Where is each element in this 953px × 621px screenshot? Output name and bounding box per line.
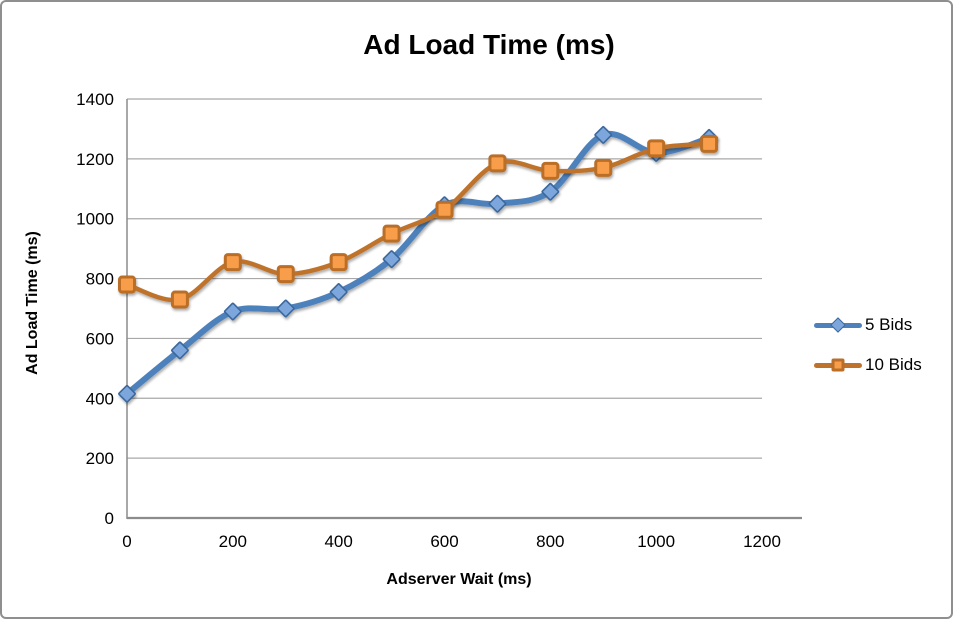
data-point-marker: [541, 182, 560, 201]
legend-label: 10 Bids: [865, 355, 922, 374]
data-point-marker: [276, 299, 295, 318]
x-tick-label: 800: [536, 532, 564, 551]
y-tick-label: 800: [86, 270, 114, 289]
x-tick-label: 1200: [743, 532, 781, 551]
y-tick-label: 1400: [76, 90, 114, 109]
x-tick-label: 400: [324, 532, 352, 551]
data-point-marker: [435, 200, 454, 219]
data-point-marker: [276, 265, 295, 284]
data-point-marker: [118, 275, 136, 294]
y-tick-label: 0: [105, 509, 114, 528]
x-tick-label: 1000: [637, 532, 675, 551]
legend-label: 5 Bids: [865, 315, 913, 334]
y-tick-label: 200: [86, 449, 114, 468]
data-point-marker: [223, 302, 242, 321]
y-tick-label: 1200: [76, 150, 114, 169]
data-point-marker: [488, 154, 507, 173]
series-line: [124, 130, 713, 397]
data-point-marker: [647, 139, 666, 158]
data-point-marker: [382, 250, 401, 268]
data-point-marker: [171, 341, 189, 360]
y-tick-label: 600: [86, 329, 114, 348]
legend: 5 Bids 10 Bids: [814, 312, 922, 378]
legend-item-5-bids: 5 Bids: [814, 312, 922, 338]
chart-title: Ad Load Time (ms): [363, 29, 615, 60]
data-point-marker: [594, 126, 613, 144]
series-line: [124, 141, 712, 303]
data-point-marker: [488, 194, 507, 213]
data-point-marker: [541, 161, 560, 180]
diamond-marker-icon: [830, 317, 846, 333]
y-tick-label: 1000: [76, 210, 114, 229]
x-tick-label: 200: [219, 532, 247, 551]
data-point-marker: [329, 283, 348, 301]
legend-line-sample-orange: [814, 358, 862, 372]
x-tick-label: 0: [122, 532, 131, 551]
data-point-marker: [329, 253, 348, 272]
data-point-marker: [118, 384, 136, 403]
x-tick-label: 600: [430, 532, 458, 551]
data-point-marker: [594, 158, 613, 177]
data-point-marker: [382, 224, 401, 243]
series-10-bids: [118, 134, 719, 309]
data-point-marker: [700, 134, 719, 153]
legend-item-10-bids: 10 Bids: [814, 352, 922, 378]
data-point-marker: [223, 253, 242, 272]
y-tick-label: 400: [86, 389, 114, 408]
square-marker-icon: [831, 358, 845, 372]
data-point-marker: [170, 290, 189, 309]
x-axis-title: Adserver Wait (ms): [386, 571, 532, 588]
legend-line-sample-blue: [814, 317, 862, 333]
series-5-bids: [118, 126, 718, 403]
